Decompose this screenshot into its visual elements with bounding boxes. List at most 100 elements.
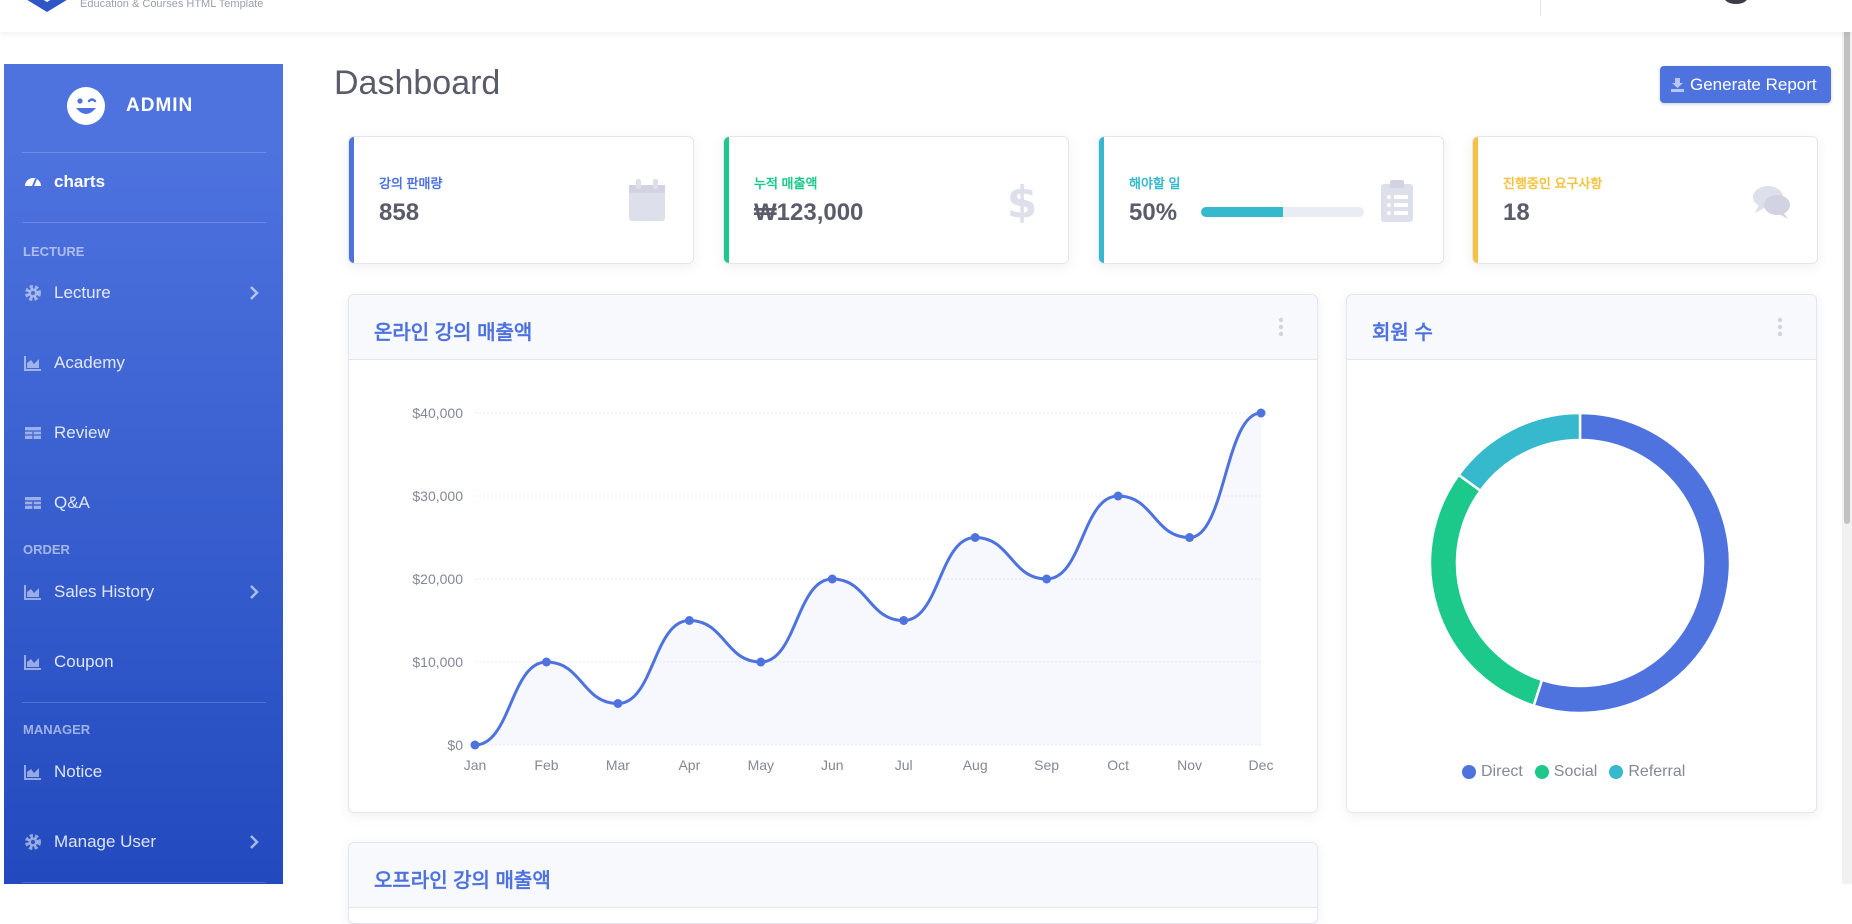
ellipsis-vertical-icon[interactable] [1278, 317, 1284, 337]
data-point[interactable] [470, 740, 480, 750]
kpi-card-total-revenue: 누적 매출액 ₩123,000 $ [723, 136, 1069, 264]
sidebar-item-manage-user[interactable]: Manage User [4, 820, 283, 864]
kpi-label: 누적 매출액 [754, 176, 818, 191]
line-chart[interactable]: $0 $10,000 $20,000 $30,000 $40,000 Jan Feb Mar A… [349, 361, 1315, 811]
generate-report-label: Generate Report [1690, 75, 1817, 94]
members-panel: 회원 수 [1346, 294, 1817, 813]
user-avatar[interactable] [1724, 0, 1748, 4]
x-tick-label: Sep [1034, 757, 1059, 773]
legend-item-social[interactable]: Social [1534, 763, 1597, 781]
x-tick-label: Apr [678, 757, 700, 773]
x-tick-label: Mar [606, 757, 630, 773]
legend-swatch [1609, 765, 1624, 779]
calendar-icon [629, 179, 665, 221]
progress-fill [1201, 207, 1283, 217]
donut-slice-referral[interactable] [1456, 411, 1582, 493]
laugh-wink-icon [67, 87, 105, 125]
panel-header: 회원 수 [1347, 295, 1816, 360]
data-point[interactable] [899, 616, 909, 625]
legend-label: Referral [1628, 763, 1686, 780]
panel-header: 온라인 강의 매출액 [349, 295, 1317, 360]
sidebar-item-review[interactable]: Review [4, 411, 283, 455]
data-point[interactable] [1256, 408, 1266, 418]
online-sales-panel: 온라인 강의 매출액 $0 $10,000 $20,000 $30,000 $40,00… [348, 294, 1318, 813]
table-icon [25, 427, 41, 439]
sidebar-brand[interactable]: ADMIN [4, 64, 283, 150]
x-tick-label: Nov [1177, 757, 1202, 773]
donut-chart[interactable] [1347, 361, 1814, 761]
legend-swatch [1534, 765, 1549, 779]
brand-text: ADMIN [126, 95, 194, 116]
chart-area-icon [24, 765, 41, 780]
legend-swatch [1462, 765, 1476, 779]
y-tick-label: $10,000 [412, 654, 463, 670]
panel-title: 온라인 강의 매출액 [374, 322, 533, 344]
data-point[interactable] [1185, 533, 1195, 542]
svg-text:$: $ [1007, 179, 1038, 223]
sidebar-divider [22, 222, 266, 223]
sidebar-item-label: Coupon [54, 652, 114, 671]
cog-icon [25, 834, 41, 850]
generate-report-button[interactable]: Generate Report [1660, 66, 1831, 103]
sidebar-item-academy[interactable]: Academy [4, 341, 283, 385]
kpi-card-todo: 해야할 일 50% [1098, 136, 1444, 264]
kpi-value: 18 [1503, 199, 1530, 226]
x-tick-label: Aug [963, 757, 988, 773]
ellipsis-vertical-icon[interactable] [1777, 317, 1783, 337]
legend-item-referral[interactable]: Referral [1609, 763, 1685, 781]
donut-slice-social[interactable] [1428, 473, 1544, 708]
x-tick-label: Jan [464, 757, 487, 773]
sidebar-item-notice[interactable]: Notice [4, 750, 283, 794]
data-point[interactable] [541, 657, 551, 667]
sidebar-item-qna[interactable]: Q&A [4, 481, 283, 525]
top-header: Education & Courses HTML Template [0, 0, 1852, 32]
sidebar-divider [22, 152, 266, 153]
logo-text: Education & Courses HTML Template [80, 0, 264, 10]
kpi-label: 진행중인 요구사항 [1503, 176, 1603, 191]
x-tick-label: Jun [821, 757, 844, 773]
sidebar-item-label: Review [54, 423, 110, 442]
series-line [474, 411, 1262, 747]
sidebar-item-label: Q&A [54, 493, 90, 512]
x-tick-label: Oct [1107, 757, 1129, 773]
sidebar-item-label: Sales History [54, 582, 155, 601]
area-fill [475, 413, 1261, 745]
chart-area-icon [24, 356, 41, 371]
legend-item-direct[interactable]: Direct [1462, 763, 1523, 781]
sidebar-item-label: charts [54, 172, 106, 191]
logo-icon[interactable] [22, 0, 72, 16]
sidebar-divider [22, 882, 266, 883]
sidebar-item-coupon[interactable]: Coupon [4, 640, 283, 684]
sidebar-divider [22, 702, 266, 703]
chart-area-icon [24, 585, 41, 600]
donut-slice-direct[interactable] [1532, 411, 1732, 715]
data-point[interactable] [1042, 574, 1052, 584]
offline-sales-panel: 오프라인 강의 매출액 [348, 842, 1318, 924]
kpi-card-requests: 진행중인 요구사항 18 [1472, 136, 1818, 264]
download-icon [1671, 78, 1684, 92]
data-point[interactable] [684, 616, 694, 625]
data-point[interactable] [756, 657, 766, 667]
sidebar-heading-manager: MANAGER [23, 722, 91, 737]
sidebar: ADMIN charts LECTURE Lecture Academy Rev [4, 64, 283, 884]
data-point[interactable] [613, 699, 623, 708]
scrollbar-thumb[interactable] [1844, 24, 1850, 524]
page-scrollbar[interactable] [1842, 0, 1852, 884]
y-tick-label: $40,000 [412, 405, 463, 421]
data-point[interactable] [1113, 491, 1123, 501]
card-accent-bar [724, 137, 729, 263]
y-tick-label: $0 [447, 737, 463, 753]
data-point[interactable] [827, 574, 837, 584]
sidebar-item-sales-history[interactable]: Sales History [4, 570, 283, 614]
data-point[interactable] [970, 533, 980, 542]
topbar-divider [1540, 0, 1541, 16]
panel-header: 오프라인 강의 매출액 [349, 843, 1317, 908]
x-tick-label: Feb [534, 757, 558, 773]
clipboard-list-icon [1381, 180, 1413, 222]
chart-area-icon [24, 655, 41, 670]
sidebar-item-lecture[interactable]: Lecture [4, 271, 283, 315]
sidebar-item-charts[interactable]: charts [4, 160, 283, 204]
sidebar-item-label: Lecture [54, 283, 111, 302]
dollar-icon: $ [1007, 179, 1038, 223]
chevron-right-icon [250, 286, 259, 300]
